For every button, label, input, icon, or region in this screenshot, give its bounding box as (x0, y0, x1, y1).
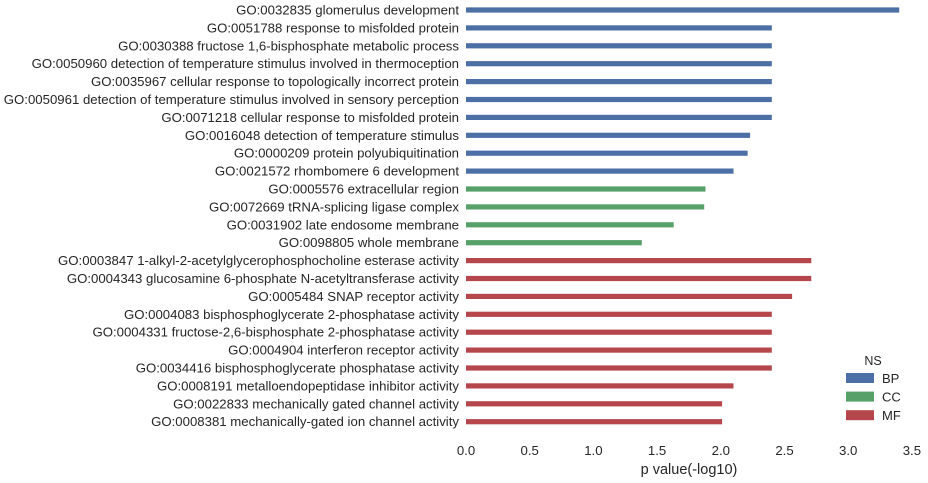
term-label: GO:0005484 SNAP receptor activity (248, 289, 459, 304)
bar-mf (466, 419, 723, 425)
term-label: GO:0051788 response to misfolded protein (207, 20, 459, 35)
legend: NS BP CC MF (846, 354, 901, 423)
x-tick-label: 0.5 (521, 443, 539, 458)
term-label: GO:0031902 late endosome membrane (227, 217, 459, 232)
x-tick-label: 3.0 (839, 443, 857, 458)
legend-swatch-cc (846, 391, 874, 402)
bars-layer (466, 7, 900, 425)
bar-cc (466, 222, 674, 228)
bar-mf (466, 293, 793, 299)
term-label: GO:0050960 detection of temperature stim… (32, 56, 459, 71)
term-label: GO:0003847 1-alkyl-2-acetylglycerophosph… (58, 253, 459, 268)
x-tick-label: 3.5 (903, 443, 921, 458)
bar-bp (466, 7, 900, 13)
x-axis-title: p value(-log10) (641, 462, 738, 478)
term-label: GO:0034416 bisphosphoglycerate phosphata… (136, 361, 460, 376)
bar-bp (466, 168, 734, 174)
legend-label-mf: MF (882, 408, 901, 423)
bar-mf (466, 401, 723, 407)
term-labels: GO:0032835 glomerulus development GO:0051… (4, 3, 460, 430)
x-tick-label: 1.0 (584, 443, 602, 458)
term-label: GO:0016048 detection of temperature stim… (185, 128, 460, 143)
bar-bp (466, 150, 748, 156)
term-label: GO:0000209 protein polyubiquitination (234, 146, 459, 161)
legend-label-bp: BP (882, 371, 899, 386)
x-tick-label: 1.5 (648, 443, 666, 458)
term-label: GO:0032835 glomerulus development (236, 3, 459, 18)
bar-bp (466, 79, 772, 85)
bar-mf (466, 258, 812, 264)
term-label: GO:0071218 cellular response to misfolde… (161, 110, 459, 125)
bar-bp (466, 96, 772, 103)
x-tick-label: 2.5 (775, 443, 793, 458)
legend-items: BP CC MF (846, 371, 901, 423)
term-label: GO:0050961 detection of temperature stim… (4, 92, 459, 107)
bar-mf (466, 275, 812, 282)
term-label: GO:0004343 glucosamine 6-phosphate N-ace… (67, 271, 460, 286)
bar-cc (466, 186, 706, 192)
bar-mf (466, 311, 772, 317)
term-label: GO:0030388 fructose 1,6-bisphosphate met… (118, 38, 459, 53)
bar-cc (466, 240, 642, 246)
term-label: GO:0008191 metalloendopeptidase inhibito… (157, 378, 459, 393)
term-label: GO:0072669 tRNA-splicing ligase complex (209, 199, 459, 214)
bar-bp (466, 25, 772, 31)
bar-mf (466, 383, 734, 389)
x-tick-label: 0.0 (457, 443, 475, 458)
x-tick-label: 2.0 (712, 443, 730, 458)
legend-label-cc: CC (882, 390, 901, 405)
bar-cc (466, 204, 705, 210)
term-label: GO:0004083 bisphosphoglycerate 2-phospha… (124, 307, 459, 322)
legend-swatch-mf (846, 410, 874, 421)
bar-bp (466, 61, 772, 67)
term-label: GO:0098805 whole membrane (279, 235, 459, 250)
term-label: GO:0005576 extracellular region (268, 182, 459, 197)
legend-title: NS (864, 354, 881, 368)
term-label: GO:0004904 interferon receptor activity (228, 343, 459, 358)
term-label: GO:0035967 cellular response to topologi… (91, 74, 459, 89)
legend-swatch-bp (846, 373, 874, 383)
term-label: GO:0021572 rhombomere 6 development (215, 164, 459, 179)
bar-bp (466, 114, 772, 120)
x-axis-ticks: 0.0 0.5 1.0 1.5 2.0 2.5 3.0 3.5 (457, 443, 921, 458)
bar-mf (466, 347, 772, 353)
term-label: GO:0008381 mechanically-gated ion channe… (151, 414, 459, 429)
term-label: GO:0004331 fructose-2,6-bisphosphate 2-p… (92, 325, 459, 340)
bar-bp (466, 43, 772, 49)
term-label: GO:0022833 mechanically gated channel ac… (173, 396, 459, 411)
bar-mf (466, 365, 772, 371)
bar-mf (466, 329, 772, 335)
bar-bp (466, 132, 751, 138)
